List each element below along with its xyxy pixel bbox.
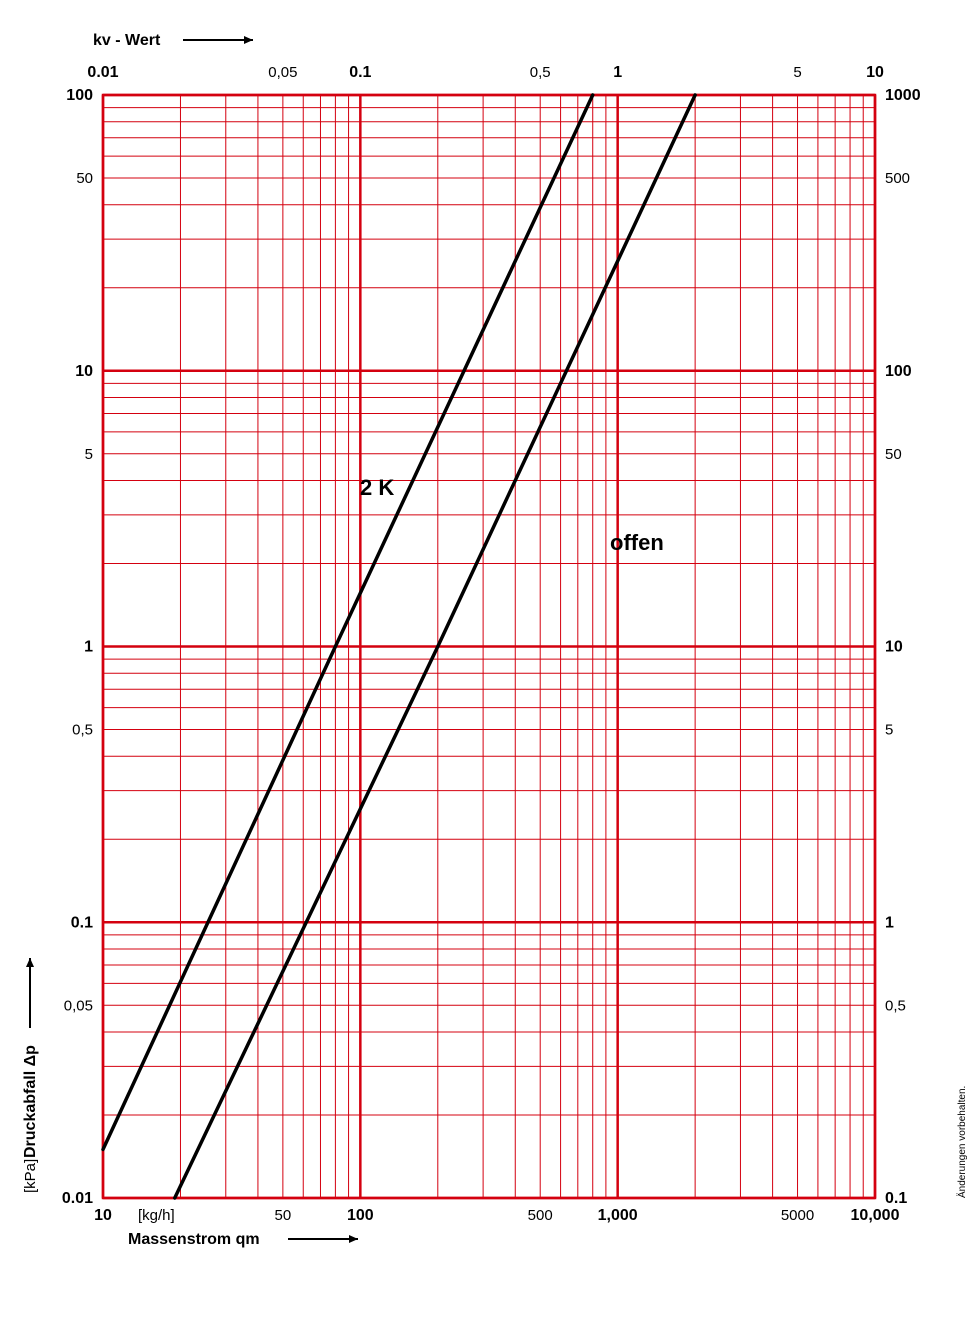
y-left-title: Druckabfall Δp bbox=[22, 1045, 39, 1158]
x-bottom-mid: 5000 bbox=[781, 1207, 814, 1224]
x-bottom-major: 10,000 bbox=[851, 1207, 900, 1224]
x-bottom-major: 100 bbox=[347, 1207, 374, 1224]
x-bottom-title: Massenstrom qm bbox=[128, 1231, 260, 1248]
series-label-2K: 2 K bbox=[360, 475, 394, 500]
y-left-major: 1 bbox=[84, 639, 93, 656]
pressure-drop-chart: 2 K offen 10 100 1,000 10,000 50 500 5000 [kg/h] M… bbox=[0, 0, 979, 1319]
y-left-major: 100 bbox=[66, 87, 93, 104]
y-right-mid: 50 bbox=[885, 446, 902, 463]
x-bottom-major: 10 bbox=[94, 1207, 112, 1224]
x-top-mid: 5 bbox=[793, 64, 801, 81]
x-top-mid: 0,5 bbox=[530, 64, 551, 81]
series-label-offen: offen bbox=[610, 530, 664, 555]
x-bottom-mid: 500 bbox=[528, 1207, 553, 1224]
y-left-mid: 0,5 bbox=[72, 722, 93, 739]
x-bottom-unit: [kg/h] bbox=[138, 1207, 175, 1224]
y-left-mid: 0,05 bbox=[64, 997, 93, 1014]
y-left-major: 10 bbox=[75, 363, 93, 380]
y-right-mid: 5 bbox=[885, 722, 893, 739]
footer-note: Änderungen vorbehalten. bbox=[956, 1086, 968, 1198]
x-bottom-mid: 50 bbox=[275, 1207, 292, 1224]
y-right-major: 1 bbox=[885, 914, 894, 931]
y-right-major: 0.1 bbox=[885, 1190, 907, 1207]
x-top-major: 0.1 bbox=[349, 64, 371, 81]
y-right-major: 1000 bbox=[885, 87, 921, 104]
x-top-major: 0.01 bbox=[87, 64, 118, 81]
y-right-mid: 500 bbox=[885, 170, 910, 187]
x-top-major: 10 bbox=[866, 64, 884, 81]
y-left-unit: [kPa] bbox=[22, 1159, 39, 1193]
y-left-major: 0.1 bbox=[71, 914, 93, 931]
x-top-mid: 0,05 bbox=[268, 64, 297, 81]
y-left-mid: 5 bbox=[85, 446, 93, 463]
y-left-mid: 50 bbox=[76, 170, 93, 187]
x-top-major: 1 bbox=[613, 64, 622, 81]
y-right-major: 100 bbox=[885, 363, 912, 380]
x-bottom-major: 1,000 bbox=[598, 1207, 638, 1224]
y-left-major: 0.01 bbox=[62, 1190, 93, 1207]
y-right-mid: 0,5 bbox=[885, 997, 906, 1014]
x-top-title: kv - Wert bbox=[93, 32, 161, 49]
y-right-major: 10 bbox=[885, 639, 903, 656]
